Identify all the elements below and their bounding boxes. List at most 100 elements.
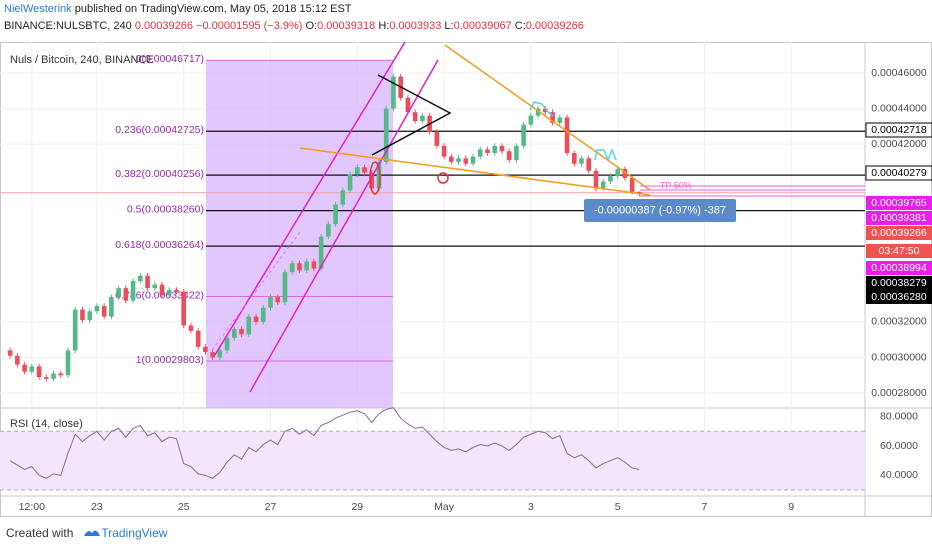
candle-body [449,156,454,162]
candle-body [326,224,331,237]
price-badge-label: 0.00038994 [871,262,927,274]
candle-body [391,76,396,109]
publisher[interactable]: NielWesterink [4,3,72,15]
candle-body [405,97,411,113]
candle-body [152,284,158,289]
x-tick-label: 27 [265,501,277,513]
candle-body [637,191,642,193]
candle-body [123,288,129,301]
candle-body [43,377,49,379]
grid [0,42,865,495]
y-tick-label: 0.00032000 [871,316,927,328]
candle-body [297,263,302,271]
quote-line: BINANCE:NULSBTC, 240 0.00039266 −0.00001… [4,20,584,32]
candle-body [557,117,563,123]
candle-body [80,309,85,321]
candle-body [615,169,620,177]
candle-body [29,366,35,372]
fib-label: 0.5(0.00038260) [127,203,204,215]
x-tick-label: 25 [178,501,190,513]
candle-body [412,112,418,122]
candle-body [492,145,497,154]
price-badge-label: 0.00039381 [871,212,927,224]
candle-body [217,350,223,358]
price-badge [866,261,932,275]
resistance-line [444,44,651,191]
candle-body [369,172,375,189]
y-tick-label: 0.00028000 [871,387,927,399]
support-line [299,147,651,196]
price-badge [866,226,932,240]
y-tick-label: 0.00046000 [871,67,927,79]
candle-body [514,145,519,161]
candle-body [608,176,613,182]
candle-body [564,117,570,154]
candle-body [188,325,194,331]
rsi-line [9,407,640,479]
footer-text: Created with [6,526,74,540]
candle-body [441,145,447,157]
x-tick-label: 3 [528,501,534,513]
price-badge-label: 03:47:50 [879,245,920,257]
candle-body [318,236,324,269]
candle-body [463,158,469,164]
dashed-trend [211,231,301,351]
fib-label: 0.786(0.00033422) [115,289,204,301]
price-badge-label: 0.00036280 [871,291,927,303]
pattern-mark [529,101,554,117]
candle-body [138,275,143,282]
x-tick-label: 29 [351,501,363,513]
candle-body [622,169,628,178]
price-badge-label: 0.00040279 [871,167,927,179]
candle-body [340,190,346,205]
candle-body [246,316,252,335]
fib-label: 0.382(0.00040256) [115,168,204,180]
price-badge [866,276,932,290]
rsi-band [0,431,865,491]
candle-body [210,352,215,358]
chart-title: Nuls / Bitcoin, 240, BINANCE [10,54,154,66]
price-badge-label: 0.00038279 [871,277,927,289]
price-badge-label: 0.00039765 [871,197,927,209]
candle-body [383,108,389,162]
candle-body [15,355,20,365]
candle-body [94,305,100,312]
candle-body [253,316,259,322]
price-badge [866,244,932,258]
footer-brand[interactable]: TradingView [101,526,168,540]
candle-body [224,337,230,351]
candle-body [499,145,505,152]
candle-body [579,158,584,164]
candle-body [130,281,136,301]
pattern-mark [594,147,617,163]
candle-body [485,149,490,154]
candle-body [593,170,599,189]
published: published on TradingView.com, May 05, 20… [74,3,352,15]
candle-body [166,289,172,296]
chart: 0(0.00046717) 0.236(0.00042725) 0.382(0.00… [0,41,932,517]
rsi-title: RSI (14, close) [10,418,83,430]
candle-body [174,289,179,292]
drawings [211,41,865,393]
fib-zone [206,60,393,408]
candle-body [65,350,71,376]
candle-body [470,156,476,164]
measure-label: -0.00000387 (-0.97%) -387 [594,204,726,216]
candle-body [543,108,548,113]
x-tick-label: 12:00 [19,501,45,513]
candle-body [600,181,606,189]
candle-body [232,329,237,338]
rsi-tick-label: 40.0000 [880,469,918,481]
x-tick-label: 5 [615,501,621,513]
candle-body [7,350,13,356]
o-label: O: [305,20,318,32]
fib-label: 0.618(0.00036264) [115,239,204,251]
symbol: BINANCE:NULSBTC, 240 [4,20,132,32]
h-value: 0.0003933 [389,20,442,32]
rsi-pane: 80.0000 60.0000 40.0000 [0,407,918,491]
candle-body [87,311,92,321]
candle-body [51,373,56,379]
candle-body [181,291,187,326]
fib-label: 0.236(0.00042725) [115,124,204,136]
brand-logo [84,530,100,536]
